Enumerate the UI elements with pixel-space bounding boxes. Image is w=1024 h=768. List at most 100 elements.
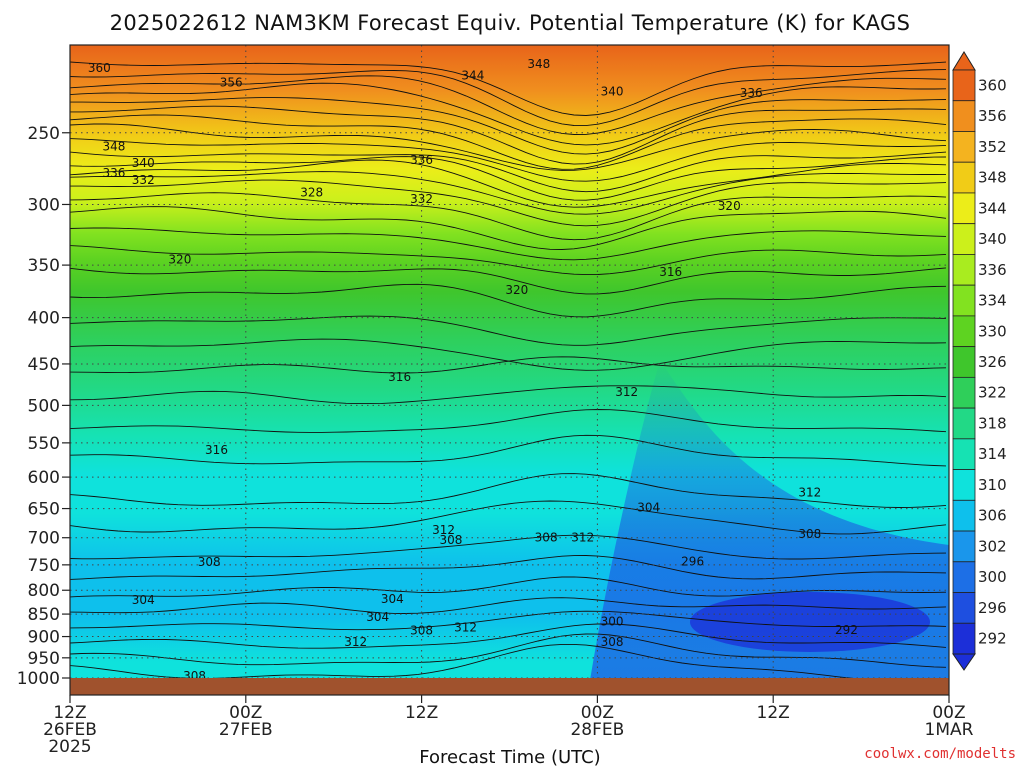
colorbar-swatch: [952, 192, 976, 225]
y-axis: 250 300 350 400 450 500 550 600 650 700 750 800 850 9…: [17, 124, 70, 689]
colorbar-label: 340: [978, 230, 1007, 248]
colorbar-label: 318: [978, 414, 1007, 432]
contour-label: 312: [454, 621, 477, 635]
colorbar-label: 314: [978, 445, 1007, 463]
contour-label: 320: [505, 283, 528, 297]
x-axis-title: Forecast Time (UTC): [419, 747, 600, 768]
colorbar-swatch: [952, 376, 976, 409]
y-tick-label: 900: [28, 628, 60, 648]
contour-label: 300: [601, 614, 624, 628]
x-tick-label: 00Z: [932, 703, 965, 723]
contour-label: 312: [344, 635, 367, 649]
colorbar-swatch: [952, 254, 976, 286]
contour-label: 320: [168, 252, 191, 266]
contour-label: 348: [102, 140, 125, 154]
contour-label: 332: [132, 173, 155, 187]
x-tick-label: 00Z: [581, 703, 614, 723]
contour-label: 316: [659, 265, 682, 279]
contour-label: 308: [410, 623, 433, 637]
plot-frame: [69, 44, 950, 696]
contour-label: 312: [798, 486, 821, 500]
x-tick-label: 27FEB: [219, 720, 273, 740]
y-tick-label: 1000: [17, 669, 60, 689]
contour-label: 312: [571, 531, 594, 545]
y-tick-label: 600: [28, 468, 60, 488]
chart-title: 2025022612 NAM3KM Forecast Equiv. Potent…: [110, 11, 911, 35]
y-tick-label: 800: [28, 581, 60, 601]
colorbar-label: 360: [978, 76, 1007, 94]
contour-label: 308: [798, 527, 821, 541]
y-tick-label: 400: [28, 309, 60, 329]
x-tick-label: 1MAR: [925, 720, 974, 740]
colorbar-swatch: [952, 592, 976, 624]
colorbar-swatch: [952, 161, 976, 194]
colorbar-swatch: [952, 499, 976, 532]
colorbar-label: 344: [978, 199, 1007, 217]
y-tick-label: 450: [28, 355, 60, 375]
colorbar-swatch: [952, 100, 976, 132]
colorbar-swatch: [952, 69, 976, 102]
x-tick-label: 12Z: [405, 703, 438, 723]
contour-label: 308: [601, 635, 624, 649]
x-tick-label: 28FEB: [570, 720, 624, 740]
y-tick-label: 700: [28, 529, 60, 549]
colorbar-swatch: [952, 469, 976, 501]
contour-label: 344: [461, 68, 484, 82]
contour-label: 308: [535, 531, 558, 545]
x-tick-label: 12Z: [53, 703, 86, 723]
y-tick-label: 850: [28, 605, 60, 625]
contour-label: 328: [300, 185, 323, 199]
contour-label: 316: [205, 443, 228, 457]
contour-label: 304: [637, 500, 660, 514]
x-tick-label: 12Z: [757, 703, 790, 723]
contour-label: 308: [439, 533, 462, 547]
colorbar-label: 348: [978, 169, 1007, 187]
y-tick-label: 250: [28, 124, 60, 144]
contour-label: 332: [410, 192, 433, 206]
contour-label: 336: [102, 166, 125, 180]
colorbar-label: 322: [978, 384, 1007, 402]
contour-label: 304: [132, 593, 155, 607]
x-tick-label: 00Z: [229, 703, 262, 723]
colorbar-label: 310: [978, 476, 1007, 494]
colorbar-label: 326: [978, 353, 1007, 371]
colorbar-swatch: [952, 284, 976, 317]
y-tick-label: 750: [28, 556, 60, 576]
grid-lines: [70, 45, 949, 695]
y-tick-label: 350: [28, 256, 60, 276]
colorbar-label: 300: [978, 568, 1007, 586]
contour-label: 340: [132, 156, 155, 170]
contour-label: 356: [220, 75, 243, 89]
cold-core: [690, 592, 930, 652]
colorbar-label: 336: [978, 261, 1007, 279]
colorbar: 360 356 352 348 344 340 336 334 330 326 322 318 314 3…: [952, 51, 1007, 671]
contour-label: 308: [198, 555, 221, 569]
y-tick-label: 650: [28, 500, 60, 520]
colorbar-label: 302: [978, 537, 1007, 555]
contour-label: 336: [740, 86, 763, 100]
contour-lines: [70, 61, 947, 682]
x-tick-label: 26FEB: [43, 720, 97, 740]
y-tick-label: 550: [28, 434, 60, 454]
colorbar-swatch: [952, 131, 976, 163]
contour-label: 336: [410, 153, 433, 167]
colorbar-swatch: [952, 407, 976, 440]
contour-label: 292: [835, 623, 858, 637]
contour-label: 316: [388, 370, 411, 384]
contour-label: 348: [527, 57, 550, 71]
colorbar-swatch: [952, 438, 976, 470]
colorbar-bottom-arrow: [952, 653, 976, 671]
x-tick-label: 2025: [48, 737, 91, 757]
contour-label: 320: [718, 199, 741, 213]
credit-text: coolwx.com/modelts: [864, 746, 1016, 762]
colorbar-swatch: [952, 561, 976, 593]
colorbar-label: 330: [978, 322, 1007, 340]
colorbar-swatch: [952, 223, 976, 255]
colorbar-swatch: [952, 346, 976, 378]
colorbar-swatch: [952, 315, 976, 348]
colorbar-label: 356: [978, 107, 1007, 125]
ground-surface: [70, 678, 949, 695]
contour-label: 296: [681, 555, 704, 569]
